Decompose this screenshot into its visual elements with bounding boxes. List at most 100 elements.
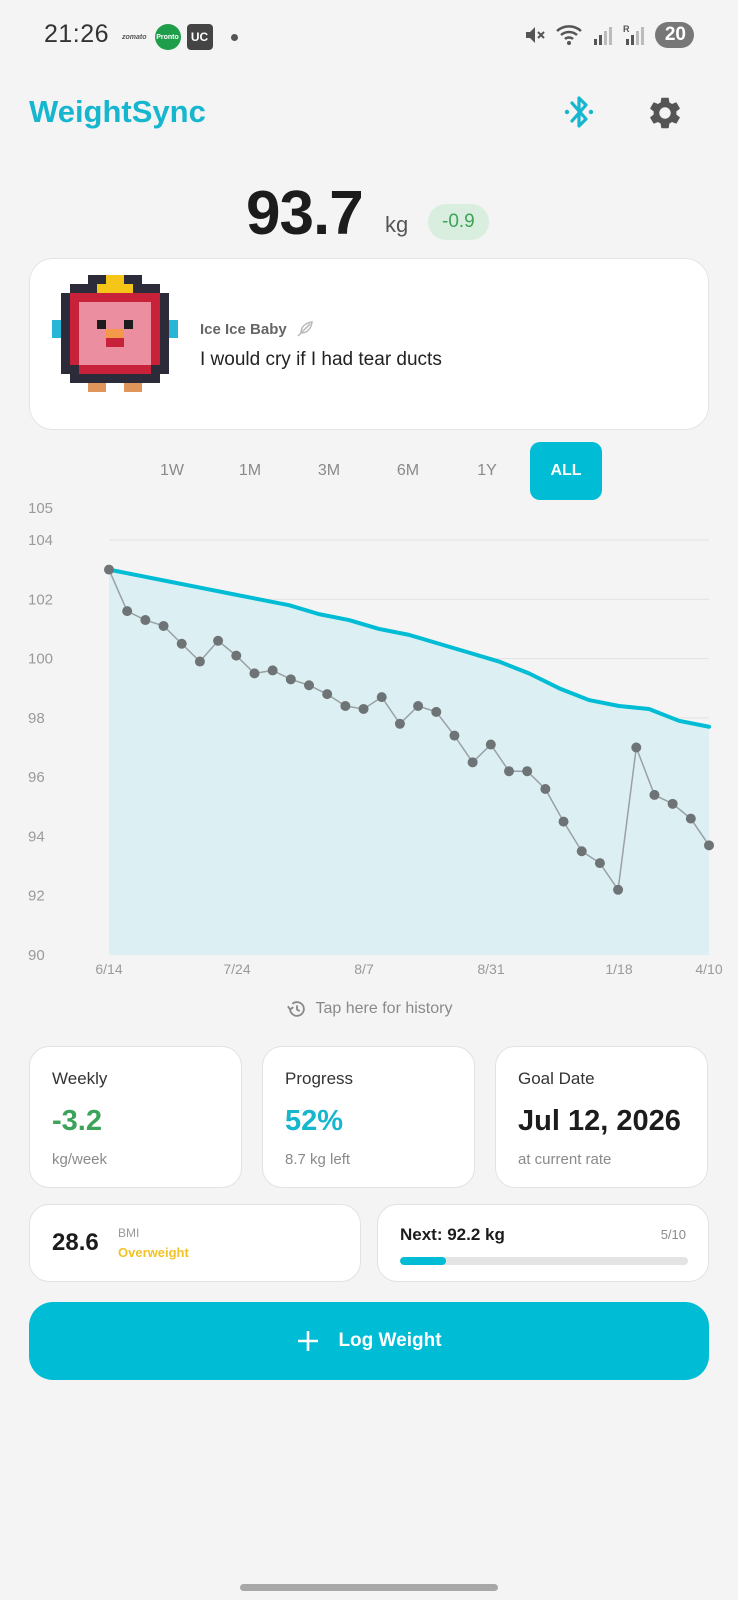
weight-point xyxy=(504,766,514,777)
x-tick-label: 6/14 xyxy=(95,961,122,977)
weekly-unit: kg/week xyxy=(52,1151,108,1168)
weight-point xyxy=(304,680,314,691)
weight-point xyxy=(631,742,642,753)
weight-point xyxy=(485,739,496,750)
buddy-card[interactable]: Ice Ice Baby I would cry if I had tear d… xyxy=(29,258,709,430)
x-tick-label: 4/10 xyxy=(695,961,722,977)
history-link-text: Tap here for history xyxy=(315,1000,453,1017)
next-milestone-card: Next: 92.2 kg 5/10 xyxy=(377,1204,709,1282)
weight-point xyxy=(558,816,569,827)
bmi-status: Overweight xyxy=(118,1245,189,1260)
goal-date-label: Goal Date xyxy=(518,1069,595,1088)
weight-point xyxy=(576,846,587,857)
trend-area xyxy=(109,569,709,955)
y-tick-label: 98 xyxy=(28,710,45,727)
weekly-card: Weekly -3.2 kg/week xyxy=(29,1046,242,1188)
trend-line xyxy=(107,567,711,729)
weight-point xyxy=(249,668,260,679)
wifi-icon xyxy=(556,25,582,45)
weight-point xyxy=(449,730,460,741)
weight-point xyxy=(285,674,296,685)
mute-icon xyxy=(525,27,545,43)
progress-card: Progress 52% 8.7 kg left xyxy=(262,1046,475,1188)
goal-date-value: Jul 12, 2026 xyxy=(518,1105,681,1137)
battery-indicator: 20 xyxy=(654,22,694,48)
settings-gear-icon[interactable] xyxy=(646,94,684,132)
next-milestone-label: Next: 92.2 kg xyxy=(400,1225,505,1244)
tab-1y[interactable]: 1Y xyxy=(477,462,497,479)
weight-unit: kg xyxy=(385,212,409,237)
buddy-name-text: Ice Ice Baby xyxy=(200,320,287,338)
y-tick-label: 100 xyxy=(28,651,53,668)
range-tabs: 1W 1M 3M 6M 1Y ALL xyxy=(0,442,738,500)
weekly-label: Weekly xyxy=(52,1069,108,1088)
progress-value: 52% xyxy=(285,1105,344,1137)
tab-1m[interactable]: 1M xyxy=(238,462,262,479)
status-notification-icons: zomato Pronto UC xyxy=(122,24,238,50)
status-time: 21:26 xyxy=(44,20,110,48)
weekly-value: -3.2 xyxy=(52,1105,102,1137)
x-tick-label: 7/24 xyxy=(223,961,250,977)
weight-point xyxy=(122,606,133,617)
weight-point xyxy=(613,884,624,895)
history-icon xyxy=(286,1001,305,1017)
tab-6m[interactable]: 6M xyxy=(396,462,420,479)
y-tick-label: 104 xyxy=(28,532,53,549)
weight-point xyxy=(649,789,660,800)
current-weight: 93.7 kg -0.9 xyxy=(0,178,738,248)
history-link[interactable]: Tap here for history xyxy=(0,998,738,1020)
weight-chart[interactable]: 90 92 94 96 98 100 102 104 105 6/14 7/24 8/7 8/31 1/1… xyxy=(0,500,738,990)
x-tick-label: 8/7 xyxy=(354,961,374,977)
weight-point xyxy=(376,692,387,703)
x-tick-label: 8/31 xyxy=(477,961,504,977)
weight-line xyxy=(108,569,710,892)
signal-icon xyxy=(593,27,612,45)
weight-point xyxy=(394,718,405,729)
svg-text:R: R xyxy=(623,24,630,34)
buddy-quote: I would cry if I had tear ducts xyxy=(200,349,442,370)
weight-point xyxy=(667,798,678,809)
buddy-name: Ice Ice Baby xyxy=(200,319,315,339)
log-weight-button[interactable]: Log Weight xyxy=(29,1302,709,1380)
bluetooth-icon[interactable] xyxy=(562,93,596,131)
weight-point xyxy=(140,615,151,626)
tab-3m[interactable]: 3M xyxy=(317,462,341,479)
weight-point xyxy=(358,703,369,714)
weight-point xyxy=(594,858,605,869)
home-indicator[interactable] xyxy=(240,1584,498,1591)
goal-date-note: at current rate xyxy=(518,1151,612,1168)
tab-1w[interactable]: 1W xyxy=(160,462,184,479)
weight-point xyxy=(540,784,551,794)
y-tick-label: 105 xyxy=(28,500,53,517)
weight-point xyxy=(176,638,187,649)
app-title: WeightSync xyxy=(29,94,206,129)
plus-icon xyxy=(298,1331,319,1351)
signal-roaming-icon: R xyxy=(623,24,644,45)
feather-icon xyxy=(297,321,313,337)
next-milestone-count: 5/10 xyxy=(660,1227,686,1242)
weight-point xyxy=(158,620,169,631)
zomato-icon: zomato xyxy=(122,33,147,41)
y-tick-label: 94 xyxy=(28,828,45,845)
buddy-avatar xyxy=(52,275,178,392)
weight-delta-badge: -0.9 xyxy=(428,204,489,240)
weight-point xyxy=(685,813,696,824)
tab-all[interactable]: ALL xyxy=(530,442,602,500)
y-tick-label: 90 xyxy=(28,947,45,964)
goal-date-card: Goal Date Jul 12, 2026 at current rate xyxy=(495,1046,708,1188)
next-milestone-progress-fill xyxy=(400,1257,447,1265)
weight-point xyxy=(213,635,224,646)
weight-point xyxy=(431,706,442,717)
weight-point xyxy=(104,564,114,575)
bmi-value: 28.6 xyxy=(52,1229,99,1256)
status-system-icons: R 20 xyxy=(523,22,694,48)
weight-value: 93.7 xyxy=(246,179,364,248)
weight-point xyxy=(322,689,333,700)
y-tick-label: 96 xyxy=(28,769,45,786)
next-milestone-progress-track xyxy=(400,1257,688,1265)
bmi-card: 28.6 BMI Overweight xyxy=(29,1204,361,1282)
weight-point xyxy=(231,650,242,661)
progress-label: Progress xyxy=(285,1069,354,1088)
weight-point xyxy=(194,656,205,667)
progress-remaining: 8.7 kg left xyxy=(285,1151,351,1168)
